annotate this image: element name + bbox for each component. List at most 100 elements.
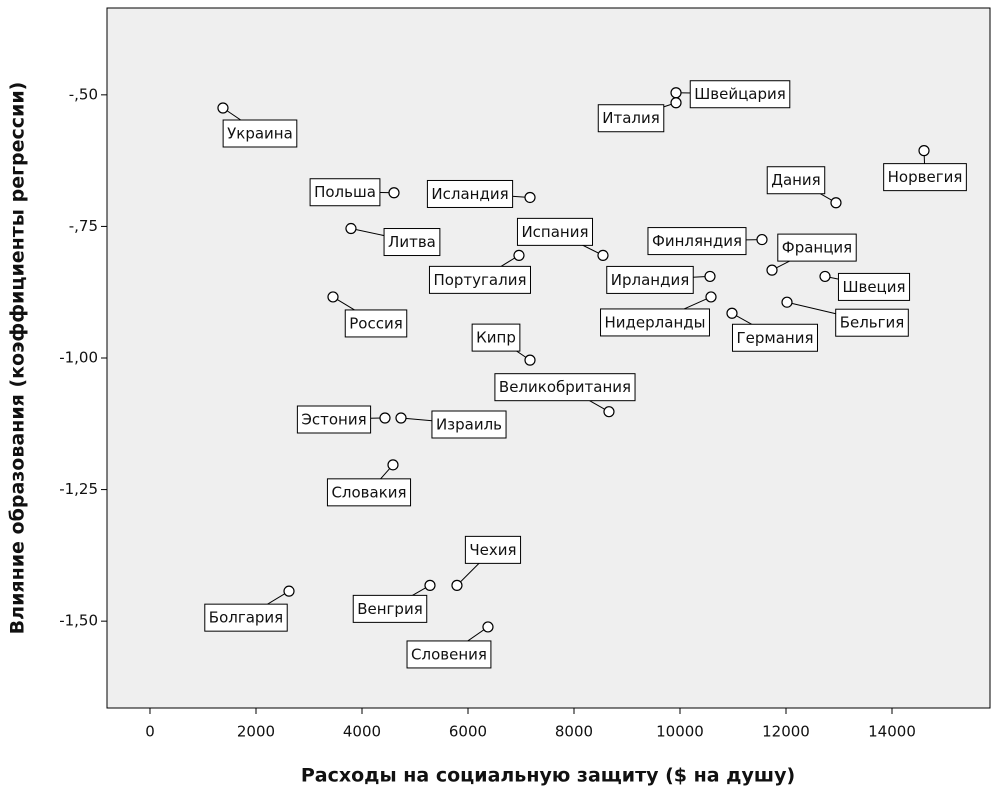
point-label: Нидерланды (600, 308, 710, 337)
label-box (647, 227, 747, 256)
label-box (426, 179, 514, 208)
label-box (309, 178, 381, 207)
x-tick-label: 4000 (343, 723, 381, 741)
point (918, 145, 930, 157)
label-text: Швеция (842, 278, 905, 296)
label-text: Германия (736, 329, 813, 347)
point-label: Эстония (296, 405, 372, 434)
point-label: Словения (406, 640, 492, 669)
label-box (296, 405, 372, 434)
label-text: Польша (314, 183, 376, 201)
plot-area (106, 7, 991, 709)
label-box (471, 323, 521, 352)
point-label: Россия (344, 309, 408, 338)
label-box (406, 640, 492, 669)
label-text: Исландия (431, 185, 508, 203)
label-text: Болгария (209, 609, 283, 627)
point-label: Франция (777, 233, 857, 262)
label-box (428, 265, 531, 294)
y-axis-label: Влияние образования (коэффициенты регрес… (7, 82, 29, 635)
point-label: Бельгия (835, 308, 909, 337)
point (704, 270, 716, 283)
point (756, 233, 768, 246)
label-box (597, 104, 665, 133)
point (217, 102, 229, 114)
label-text: Бельгия (840, 314, 905, 332)
x-tick-label: 14000 (868, 723, 916, 741)
point-label: Ирландия (606, 265, 694, 294)
label-box (689, 80, 791, 109)
label-text: Нидерланды (605, 313, 706, 331)
point (379, 412, 391, 424)
point-label: Украина (222, 119, 298, 148)
point (781, 296, 793, 308)
x-tick-label: 12000 (762, 723, 810, 741)
label-box (352, 594, 428, 623)
label-text: Венгрия (357, 600, 423, 618)
x-tick-label: 0 (145, 723, 155, 741)
label-text: Ирландия (611, 271, 689, 289)
point (830, 197, 842, 209)
label-box (204, 603, 288, 632)
point-label: Словакия (326, 478, 412, 507)
point-label: Португалия (428, 265, 531, 294)
labels: Украина Швейцария Италия Норвегия Польша Исла… (204, 80, 967, 669)
label-text: Израиль (436, 416, 502, 434)
y-tick-label: -1,25 (59, 480, 98, 498)
y-tick-label: -,50 (69, 85, 98, 103)
point-label: Германия (731, 323, 818, 352)
points (217, 87, 930, 633)
label-box (516, 217, 594, 246)
point (327, 291, 339, 303)
point (451, 579, 463, 591)
y-tick-label: -1,00 (59, 349, 98, 367)
label-box (431, 410, 507, 439)
point-label: Норвегия (883, 163, 967, 192)
point-label: Италия (597, 104, 665, 133)
point (603, 406, 615, 418)
label-box (326, 478, 412, 507)
label-box (464, 535, 522, 564)
label-text: Франция (782, 239, 852, 257)
label-text: Великобритания (499, 378, 631, 396)
point-label: Венгрия (352, 594, 428, 623)
label-box (883, 163, 967, 192)
label-text: Россия (349, 314, 403, 332)
x-axis-label: Расходы на социальную защиту ($ на душу) (301, 765, 795, 787)
label-text: Италия (602, 109, 660, 127)
label-text: Испания (521, 223, 588, 241)
point (597, 249, 609, 261)
label-box (837, 272, 911, 301)
point (766, 264, 778, 276)
point-label: Болгария (204, 603, 288, 632)
label-box (344, 309, 408, 338)
point (524, 354, 536, 366)
x-tick-label: 2000 (237, 723, 275, 741)
x-tick-label: 10000 (656, 723, 704, 741)
y-tick-label: -,75 (69, 217, 98, 235)
point (345, 222, 357, 235)
label-box (777, 233, 857, 262)
point-label: Дания (766, 166, 826, 195)
point (726, 307, 738, 319)
label-text: Португалия (433, 271, 526, 289)
point-label: Великобритания (494, 373, 636, 402)
point-label: Швейцария (689, 80, 791, 109)
x-tick-label: 8000 (555, 723, 593, 741)
label-text: Литва (388, 233, 436, 251)
label-box (494, 373, 636, 402)
point (283, 585, 295, 597)
x-tick-label: 6000 (449, 723, 487, 741)
point-label: Швеция (837, 272, 911, 301)
label-text: Кипр (476, 329, 516, 347)
label-box (600, 308, 710, 337)
label-text: Финляндия (652, 232, 742, 250)
label-box (835, 308, 909, 337)
point-label: Испания (516, 217, 594, 246)
point (819, 270, 831, 283)
y-tick-label: -1,50 (59, 612, 98, 630)
label-box (731, 323, 818, 352)
point-label: Литва (383, 228, 441, 257)
point (424, 579, 436, 591)
